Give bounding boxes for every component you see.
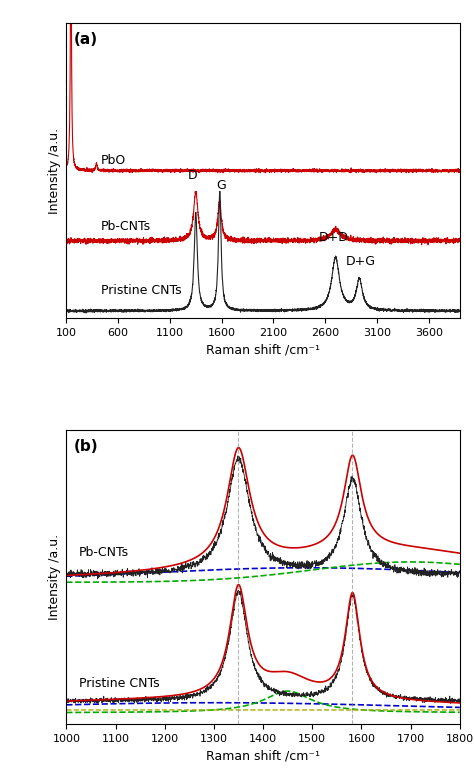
Text: D: D <box>188 169 198 182</box>
X-axis label: Raman shift /cm⁻¹: Raman shift /cm⁻¹ <box>206 749 320 763</box>
Text: Pristine CNTs: Pristine CNTs <box>100 284 181 297</box>
Text: Pb-CNTs: Pb-CNTs <box>79 546 129 559</box>
Text: D+D: D+D <box>319 231 349 244</box>
Text: (b): (b) <box>74 439 99 453</box>
Text: Pristine CNTs: Pristine CNTs <box>79 677 159 689</box>
X-axis label: Raman shift /cm⁻¹: Raman shift /cm⁻¹ <box>206 344 320 356</box>
Text: D+G: D+G <box>346 255 376 268</box>
Text: PbO: PbO <box>100 153 126 167</box>
Text: (a): (a) <box>74 32 98 48</box>
Text: Pb-CNTs: Pb-CNTs <box>100 220 151 233</box>
Y-axis label: Intensity /a.u.: Intensity /a.u. <box>48 128 61 213</box>
Y-axis label: Intensity /a.u.: Intensity /a.u. <box>48 534 61 620</box>
Text: G: G <box>216 179 226 192</box>
